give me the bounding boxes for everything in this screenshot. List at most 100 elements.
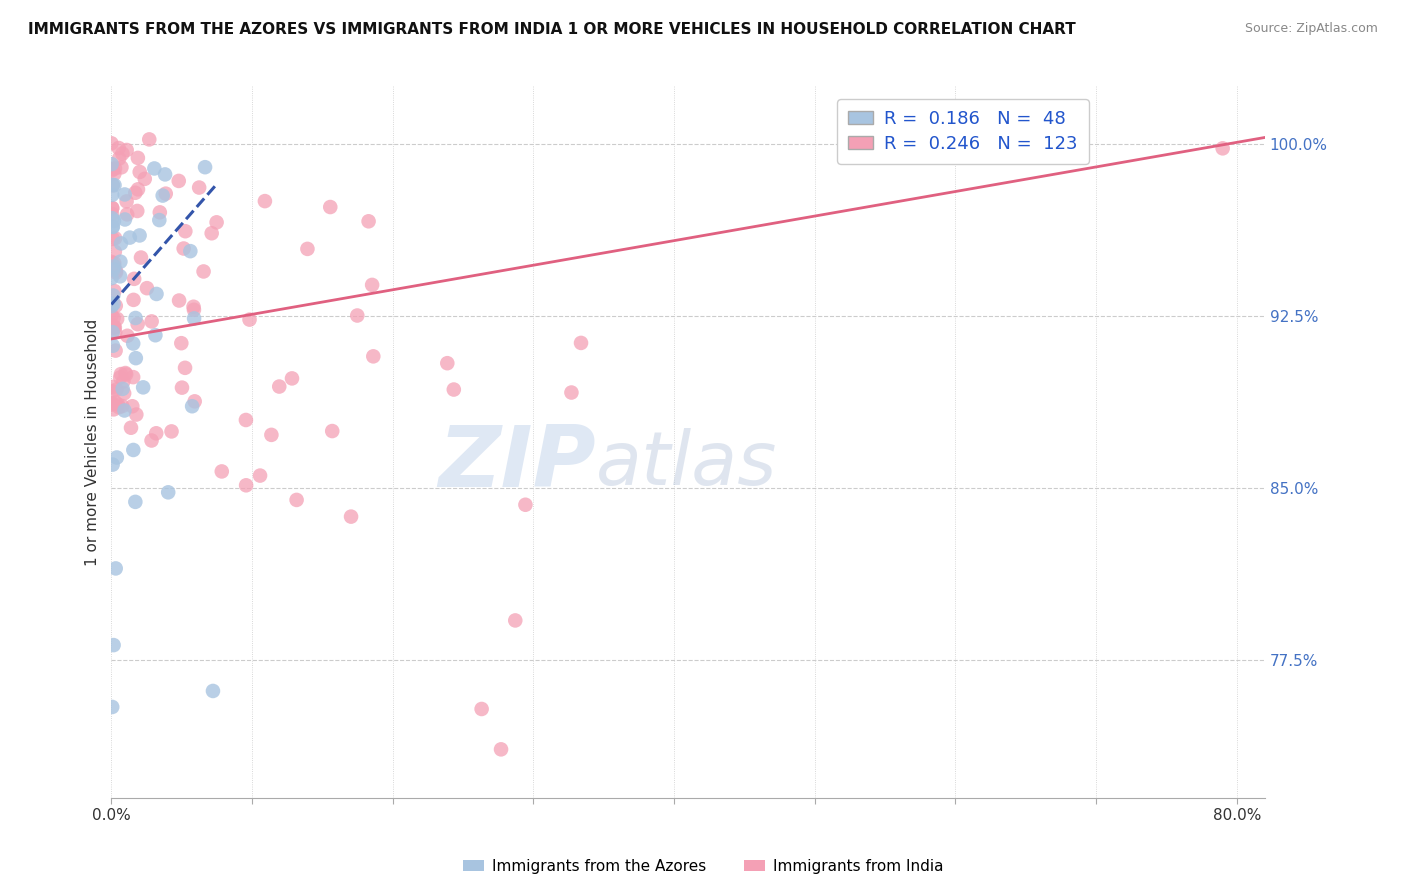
Point [297,242,319,256]
Point [101,163,124,178]
Point [114,403,136,417]
Point [107,141,129,155]
Point [127,151,149,165]
Point [145,426,167,441]
Point [194,160,217,174]
Point [127,182,149,196]
Point [167,174,190,188]
Point [105,312,128,326]
Point [101,219,124,234]
Point [125,408,148,422]
Point [101,232,124,246]
Point [114,187,136,202]
Point [112,386,135,401]
Point [211,465,233,479]
Point [101,339,124,353]
Point [104,161,127,176]
Point [115,143,138,157]
Point [174,360,197,375]
Point [193,264,215,278]
Point [100,271,122,285]
Point [103,320,125,334]
Point [145,328,167,343]
Point [173,242,195,256]
Point [101,458,124,472]
Point [138,132,160,146]
Point [101,161,124,176]
Point [503,614,526,628]
Point [103,320,125,334]
Point [105,266,128,280]
Point [181,399,204,413]
Point [103,256,125,270]
Point [122,336,145,351]
Point [111,146,134,161]
Point [183,300,205,314]
Point [100,299,122,313]
Point [121,399,143,413]
Point [120,421,142,435]
Point [101,384,124,399]
Point [235,413,257,427]
Point [152,188,174,202]
Point [100,255,122,269]
Point [141,314,163,328]
Point [115,194,138,209]
Point [285,492,308,507]
Point [149,205,172,219]
Point [103,638,125,652]
Point [179,244,201,259]
Point [101,211,124,226]
Point [103,297,125,311]
Point [145,287,167,301]
Point [235,478,257,492]
Point [155,186,177,201]
Point [143,161,166,176]
Point [103,178,125,193]
Point [101,207,124,221]
Point [108,269,131,284]
Point [114,212,136,227]
Point [127,317,149,331]
Point [103,260,125,275]
Point [108,152,131,166]
Point [188,180,211,194]
Point [103,262,125,277]
Point [101,187,124,202]
Point [249,468,271,483]
Point [124,186,146,200]
Point [101,178,124,193]
Point [100,318,122,332]
Point [104,231,127,245]
Point [101,178,124,192]
Point [111,382,134,396]
Point [269,379,291,393]
Point [101,700,124,714]
Point [110,367,132,381]
Y-axis label: 1 or more Vehicles in Household: 1 or more Vehicles in Household [86,318,100,566]
Point [103,311,125,326]
Point [103,288,125,302]
Point [183,311,205,326]
Point [110,161,132,175]
Point [560,385,582,400]
Point [101,219,124,234]
Point [148,213,170,227]
Point [363,349,385,363]
Point [128,228,150,243]
Point [100,136,122,151]
Point [122,272,145,286]
Point [100,157,122,171]
Point [127,204,149,219]
Point [489,742,512,756]
Point [114,366,136,380]
Point [170,336,193,351]
Point [153,168,176,182]
Point [471,702,494,716]
Legend: R =  0.186   N =  48, R =  0.246   N =  123: R = 0.186 N = 48, R = 0.246 N = 123 [838,99,1088,164]
Point [357,214,380,228]
Point [436,356,458,370]
Point [101,201,124,215]
Point [141,434,163,448]
Point [124,310,146,325]
